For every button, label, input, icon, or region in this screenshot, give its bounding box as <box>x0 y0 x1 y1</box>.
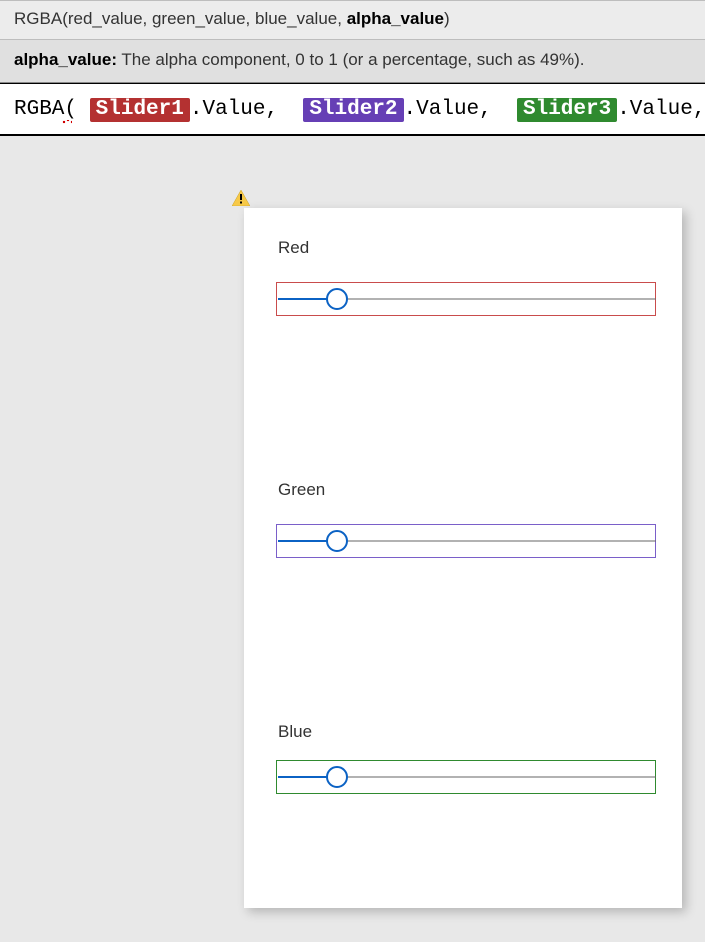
slider-track <box>338 777 656 778</box>
label-red: Red <box>278 238 309 258</box>
signature-fn: RGBA <box>14 9 62 28</box>
param-name: alpha_value: <box>14 50 117 69</box>
slider-thumb[interactable] <box>326 766 348 788</box>
slider-thumb[interactable] <box>326 530 348 552</box>
token-slider3[interactable]: Slider3 <box>517 98 617 122</box>
sep-2: , <box>479 98 504 121</box>
intellisense-param-desc: alpha_value: The alpha component, 0 to 1… <box>0 40 705 83</box>
signature-params-before: red_value, green_value, blue_value, <box>68 9 347 28</box>
slider-thumb[interactable] <box>326 288 348 310</box>
signature-active-param: alpha_value <box>347 9 444 28</box>
token-prop-2: .Value <box>404 98 480 121</box>
slider-green[interactable] <box>276 524 656 558</box>
token-slider1[interactable]: Slider1 <box>90 98 190 122</box>
intellisense-signature: RGBA(red_value, green_value, blue_value,… <box>0 0 705 40</box>
slider-track <box>338 541 656 542</box>
formula-bar[interactable]: RGBA( Slider1.Value, Slider2.Value, Slid… <box>0 83 705 136</box>
trailing-sep: , <box>693 98 705 121</box>
sep-1: , <box>265 98 290 121</box>
label-green: Green <box>278 480 325 500</box>
token-slider2[interactable]: Slider2 <box>303 98 403 122</box>
label-blue: Blue <box>278 722 312 742</box>
slider-track <box>338 299 656 300</box>
param-text: The alpha component, 0 to 1 (or a percen… <box>117 50 584 69</box>
slider-blue[interactable] <box>276 760 656 794</box>
formula-open-paren: ( <box>64 98 77 121</box>
token-prop-3: .Value <box>617 98 693 121</box>
canvas: Red Green Blue <box>0 136 705 918</box>
warning-icon <box>232 190 250 206</box>
formula-fn: RGBA <box>14 98 64 121</box>
slider-red[interactable] <box>276 282 656 316</box>
signature-close: ) <box>444 9 450 28</box>
token-prop-1: .Value <box>190 98 266 121</box>
